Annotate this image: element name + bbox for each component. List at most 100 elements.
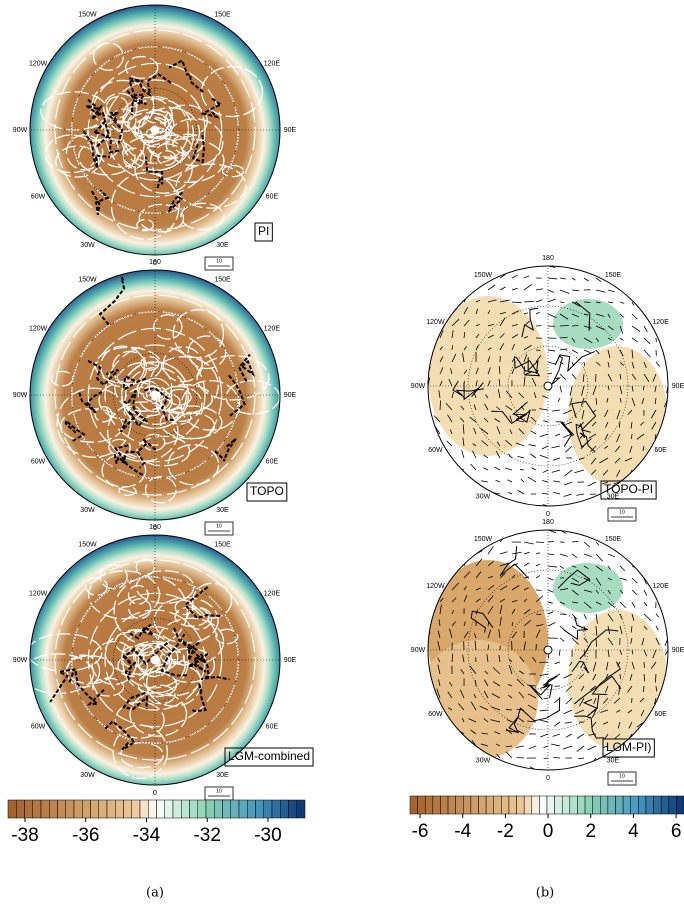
colorbar-tick-label: 2 [585,821,596,842]
wind-arrow [440,298,443,302]
wind-arrow [666,722,668,728]
wind-arrow [512,528,521,530]
longitude-label: 150W [474,536,493,543]
longitude-label: 30W [476,494,491,501]
colorbar-swatch [140,800,148,818]
wind-arrow [517,770,524,772]
polar-map: 030E60E90E120E150E180150W120W90W60W30WLG… [411,519,684,785]
wind-arrow [440,262,445,266]
colorbar-swatch [638,796,646,814]
longitude-label: 0 [546,775,550,782]
wind-arrow [656,590,658,596]
wind-arrow [552,770,560,774]
wind-arrow [660,770,668,773]
wind-arrow [652,734,656,739]
wind-arrow [517,757,524,758]
wind-arrow [444,478,452,482]
wind-arrow [650,770,656,772]
colorbar-swatch [223,800,231,818]
wind-arrow [664,734,668,738]
wind-arrow [641,758,644,763]
colorbar-swatch [433,796,441,814]
pole-marker [151,126,159,134]
colorbar-swatch [157,800,165,818]
longitude-label: 60E [654,711,667,718]
wind-arrow [428,596,435,602]
wind-arrow [564,506,572,511]
wind-arrow [656,326,661,332]
colorbar-swatch [410,796,418,814]
caption: (b) [536,886,554,901]
wind-arrow [428,307,434,314]
colorbar-swatch [181,800,189,818]
wind-arrow [587,505,596,506]
wind-arrow [650,506,656,510]
wind-arrow [464,528,472,530]
wind-arrow [456,492,464,494]
wind-arrow [662,746,668,751]
colorbar-tick-label: 6 [671,821,682,842]
longitude-label: 30E [216,242,229,249]
wind-arrow [656,266,660,268]
wind-arrow [494,768,500,770]
colorbar-swatch [425,796,433,814]
panel-label: TOPO-PI [604,482,653,496]
colorbar-swatch [676,796,684,814]
wind-arrow [484,766,488,770]
wind-arrow [668,554,669,559]
longitude-label: 120E [652,583,669,590]
wind-arrow [668,302,675,308]
wind-arrow [440,560,441,566]
wind-arrow [632,530,639,535]
longitude-label: 120W [426,583,445,590]
wind-arrow [668,350,672,354]
colorbar-swatch [440,796,448,814]
longitude-label: 180 [542,519,554,526]
colorbar-swatch [524,796,532,814]
wind-arrow [632,542,641,546]
wind-arrow [464,535,471,542]
longitude-label: 150W [474,272,493,279]
colorbar-tick-label: -32 [193,825,220,846]
colorbar-swatch [99,800,107,818]
longitude-label: 90E [672,647,684,654]
longitude-label: 180 [149,0,161,1]
wind-arrow [469,766,476,770]
wind-arrow [655,746,656,750]
longitude-label: 150W [78,12,97,19]
colorbar: -38-36-34-32-30 [8,800,305,846]
longitude-label: 120E [264,60,281,67]
colorbar-swatch [654,796,662,814]
colorbar-swatch [463,796,471,814]
polar-map: 030E60E90E120E150E180150W120W90W60W30WTO… [13,259,297,535]
colorbar-swatch [661,796,669,814]
longitude-label: 150E [605,536,622,543]
caption: (a) [146,886,164,901]
wind-arrow [424,464,428,470]
longitude-label: 90E [284,392,297,399]
wind-arrow [461,478,464,482]
wind-arrow [427,606,428,614]
wind-arrow [424,485,428,494]
wind-arrow [452,538,458,542]
longitude-label: 180 [149,259,161,266]
colorbar-swatch [486,796,494,814]
wind-arrow [425,703,428,710]
wind-arrow [452,345,453,350]
colorbar-tick-label: -36 [72,825,99,846]
colorbar-swatch [646,796,654,814]
colorbar-swatch [669,796,677,814]
longitude-label: 60E [266,458,279,465]
longitude-label: 60W [428,711,443,718]
colorbar-swatch [517,796,525,814]
longitude-label: 60W [31,193,46,200]
wind-arrow [496,504,500,506]
colorbar-swatch [623,796,631,814]
longitude-label: 120W [29,60,48,67]
wind-arrow [445,763,452,770]
ref-vector-label: 10 [216,788,222,794]
colorbar-swatch [74,800,82,818]
wind-arrow [428,536,436,542]
pole-marker [151,656,159,664]
colorbar-swatch [25,800,33,818]
